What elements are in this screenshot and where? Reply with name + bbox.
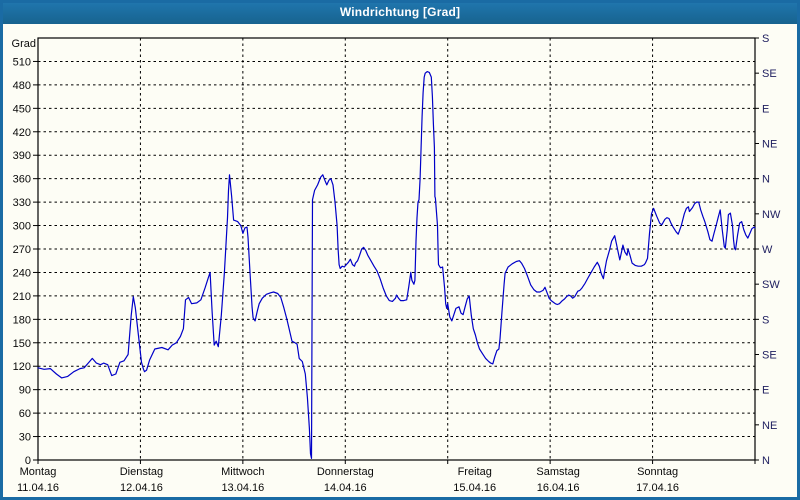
y-axis-tick-label: 60 (19, 408, 31, 420)
day-name-label: Donnerstag (317, 466, 374, 478)
day-name-label: Dienstag (120, 466, 163, 478)
day-date-label: 13.04.16 (221, 482, 264, 494)
y-axis-tick-label: 480 (13, 80, 31, 92)
compass-tick-label: NE (762, 139, 777, 151)
compass-tick-label: N (762, 174, 770, 186)
y-axis-tick-label: 450 (13, 103, 31, 115)
y-axis-tick-label: 30 (19, 432, 31, 444)
compass-tick-label: SE (762, 350, 777, 362)
day-date-label: 11.04.16 (17, 482, 59, 494)
y-axis-tick-label: 150 (13, 338, 31, 350)
window-title: Windrichtung [Grad] (339, 5, 461, 19)
day-name-label: Samstag (536, 466, 579, 478)
y-axis-tick-label: 0 (25, 455, 31, 467)
window-titlebar: Windrichtung [Grad] (0, 0, 800, 24)
day-name-label: Sonntag (637, 466, 678, 478)
y-axis-tick-label: 90 (19, 385, 31, 397)
compass-tick-label: NW (762, 209, 781, 221)
compass-tick-label: E (762, 385, 769, 397)
y-axis-tick-label: 180 (13, 314, 31, 326)
y-axis-tick-label: 210 (13, 291, 31, 303)
y-axis-tick-label: 330 (13, 197, 31, 209)
day-date-label: 15.04.16 (453, 482, 496, 494)
y-axis-tick-label: 360 (13, 174, 31, 186)
y-axis-tick-label: 240 (13, 267, 31, 279)
compass-tick-label: N (762, 455, 770, 467)
day-name-label: Mittwoch (221, 466, 264, 478)
compass-tick-label: E (762, 103, 769, 115)
day-date-label: 16.04.16 (537, 482, 580, 494)
y-axis-tick-label: 390 (13, 150, 31, 162)
compass-tick-label: W (762, 244, 773, 256)
day-date-label: 14.04.16 (324, 482, 367, 494)
y-axis-tick-label: 300 (13, 221, 31, 233)
compass-tick-label: S (762, 33, 769, 45)
wind-direction-series (37, 70, 756, 459)
compass-tick-label: NE (762, 420, 777, 432)
y-axis-tick-label: 120 (13, 361, 31, 373)
day-date-label: 12.04.16 (120, 482, 163, 494)
compass-tick-label: SE (762, 68, 777, 80)
y-axis-tick-label: 510 (13, 56, 31, 68)
compass-tick-label: S (762, 314, 769, 326)
day-name-label: Montag (20, 466, 57, 478)
y-axis-title: Grad (12, 38, 36, 50)
y-axis-tick-label: 270 (13, 244, 31, 256)
y-axis-tick-label: 420 (13, 127, 31, 139)
day-date-label: 17.04.16 (636, 482, 679, 494)
compass-tick-label: SW (762, 279, 780, 291)
day-name-label: Freitag (458, 466, 492, 478)
